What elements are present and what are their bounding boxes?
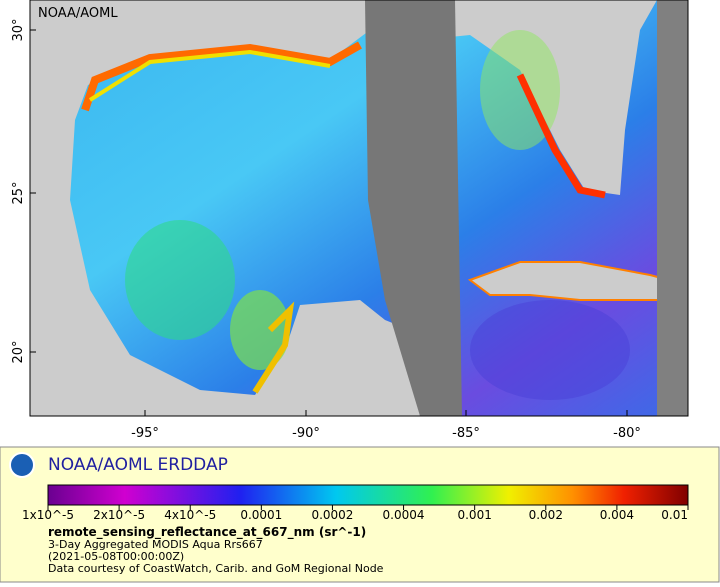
colorbar-label: 2x10^-5 — [93, 508, 145, 522]
map — [30, 0, 688, 416]
coastal-band — [88, 49, 331, 102]
coastal-band — [516, 73, 606, 199]
data-patch — [125, 220, 235, 340]
data-patch — [230, 290, 290, 370]
colorbar-label: 4x10^-5 — [164, 508, 216, 522]
data-patch — [470, 300, 630, 400]
colorbar-label: 0.002 — [529, 508, 563, 522]
no-data — [657, 0, 688, 416]
cuba — [467, 261, 688, 301]
map-label: NOAA/AOML — [38, 6, 118, 21]
legend-line: Data courtesy of CoastWatch, Carib. and … — [48, 562, 384, 575]
lon-label: -85° — [452, 426, 480, 441]
lat-label: 25° — [11, 181, 26, 204]
colorbar-label: 0.0004 — [383, 508, 425, 522]
coastal-band — [81, 41, 362, 112]
swath-gap — [365, 0, 462, 416]
variable: remote_sensing_reflectance_at_667_nm (sr… — [48, 525, 366, 540]
legend-line: (2021-05-08T00:00:00Z) — [48, 550, 184, 563]
coastal-band — [252, 301, 295, 394]
colorbar-label: 0.004 — [600, 508, 634, 522]
colorbar-label: 0.001 — [457, 508, 491, 522]
legend-title: NOAA/AOML ERDDAP — [48, 455, 228, 475]
legend-panel — [0, 446, 720, 583]
legend-line: 3-Day Aggregated MODIS Aqua Rrs667 — [48, 538, 263, 551]
colorbar-label: 1x10^-5 — [22, 508, 74, 522]
lon-label: -95° — [131, 426, 159, 441]
lat-label: 20° — [11, 340, 26, 363]
colorbar-label: 0.0001 — [240, 508, 282, 522]
lon-label: -80° — [613, 426, 641, 441]
logo — [9, 452, 35, 478]
lat-label: 30° — [11, 18, 26, 41]
colorbar-label: 0.01 — [661, 508, 688, 522]
frame — [29, 0, 689, 417]
colorbar-label: 0.0002 — [311, 508, 353, 522]
colorbar — [47, 484, 689, 506]
lon-label: -90° — [292, 426, 320, 441]
